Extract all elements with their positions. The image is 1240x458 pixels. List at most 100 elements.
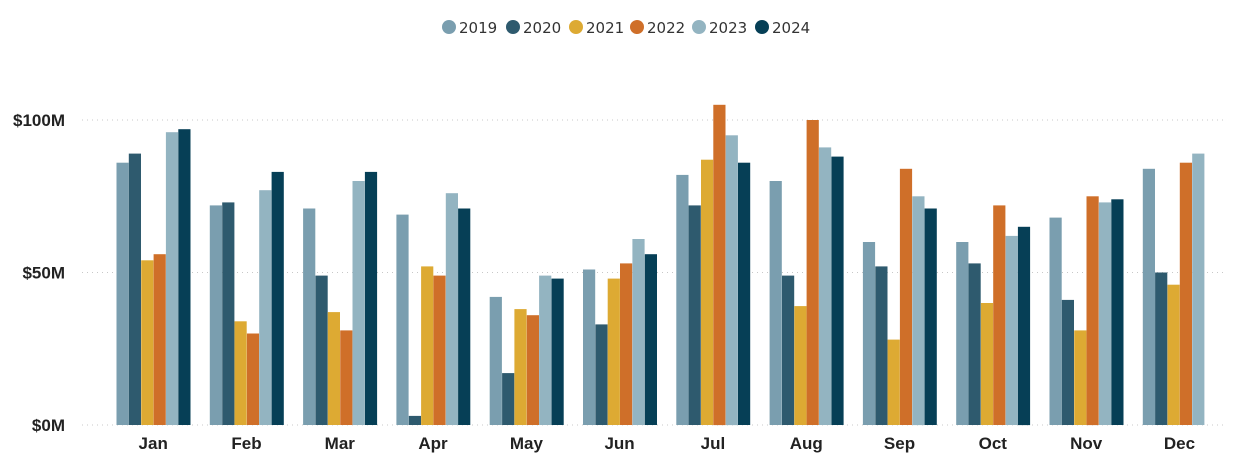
legend-label-2024[interactable]: 2024 bbox=[772, 19, 810, 37]
bar-may-2024[interactable] bbox=[551, 278, 564, 425]
bar-may-2023[interactable] bbox=[539, 275, 552, 425]
bar-apr-2024[interactable] bbox=[458, 208, 471, 426]
x-tick-label-oct: Oct bbox=[979, 434, 1008, 453]
bar-nov-2024[interactable] bbox=[1111, 199, 1124, 425]
x-tick-label-may: May bbox=[510, 434, 544, 453]
bar-may-2020[interactable] bbox=[502, 373, 515, 425]
x-tick-label-feb: Feb bbox=[231, 434, 261, 453]
x-tick-label-sep: Sep bbox=[884, 434, 915, 453]
bar-jun-2023[interactable] bbox=[632, 239, 645, 425]
bar-dec-2020[interactable] bbox=[1155, 272, 1168, 426]
bar-aug-2024[interactable] bbox=[831, 156, 844, 425]
bar-nov-2020[interactable] bbox=[1061, 299, 1074, 425]
bar-feb-2020[interactable] bbox=[222, 202, 235, 425]
bar-sep-2022[interactable] bbox=[899, 168, 913, 426]
x-tick-label-jul: Jul bbox=[701, 434, 726, 453]
bar-mar-2021[interactable] bbox=[327, 312, 340, 425]
bar-nov-2022[interactable] bbox=[1086, 196, 1099, 426]
bar-oct-2024[interactable] bbox=[1017, 226, 1031, 426]
bar-aug-2021[interactable] bbox=[794, 306, 807, 425]
legend-label-2021[interactable]: 2021 bbox=[586, 19, 624, 37]
bar-jan-2020[interactable] bbox=[128, 153, 141, 425]
bar-sep-2019[interactable] bbox=[862, 242, 876, 425]
bar-jun-2021[interactable] bbox=[607, 278, 620, 425]
bar-mar-2019[interactable] bbox=[303, 208, 316, 426]
bar-jan-2023[interactable] bbox=[165, 132, 179, 425]
bar-may-2021[interactable] bbox=[514, 309, 527, 425]
bar-oct-2022[interactable] bbox=[993, 205, 1006, 425]
bar-jan-2022[interactable] bbox=[153, 254, 166, 425]
bar-may-2019[interactable] bbox=[489, 296, 502, 425]
legend-marker-2023[interactable] bbox=[692, 20, 706, 34]
x-tick-label-aug: Aug bbox=[790, 434, 823, 453]
legend-marker-2020[interactable] bbox=[506, 20, 520, 34]
bar-mar-2022[interactable] bbox=[340, 330, 353, 425]
bar-mar-2020[interactable] bbox=[315, 275, 328, 425]
bar-feb-2022[interactable] bbox=[246, 333, 260, 426]
legend-label-2020[interactable]: 2020 bbox=[523, 19, 561, 37]
x-tick-label-nov: Nov bbox=[1070, 434, 1103, 453]
bar-sep-2020[interactable] bbox=[875, 266, 888, 425]
bar-jan-2021[interactable] bbox=[141, 260, 154, 425]
bar-jul-2022[interactable] bbox=[713, 104, 726, 426]
legend-marker-2021[interactable] bbox=[569, 20, 583, 34]
bar-apr-2021[interactable] bbox=[421, 266, 434, 425]
bar-sep-2023[interactable] bbox=[912, 196, 925, 426]
bar-apr-2022[interactable] bbox=[433, 275, 446, 425]
x-tick-label-apr: Apr bbox=[418, 434, 448, 453]
bar-jun-2020[interactable] bbox=[595, 324, 608, 425]
legend-marker-2019[interactable] bbox=[442, 20, 456, 34]
y-tick-label: $0M bbox=[32, 416, 65, 435]
bar-oct-2019[interactable] bbox=[956, 242, 969, 425]
legend-marker-2024[interactable] bbox=[755, 20, 769, 34]
bar-nov-2021[interactable] bbox=[1074, 330, 1087, 425]
bar-jun-2024[interactable] bbox=[644, 254, 657, 425]
bar-aug-2019[interactable] bbox=[769, 181, 782, 425]
bar-dec-2019[interactable] bbox=[1142, 168, 1155, 426]
x-tick-label-dec: Dec bbox=[1164, 434, 1195, 453]
bar-sep-2024[interactable] bbox=[924, 208, 937, 426]
bar-apr-2020[interactable] bbox=[408, 415, 421, 425]
y-axis: $0M $50M $100M bbox=[13, 111, 65, 435]
bar-jul-2020[interactable] bbox=[688, 205, 701, 425]
bar-feb-2021[interactable] bbox=[234, 321, 247, 425]
x-tick-label-mar: Mar bbox=[325, 434, 356, 453]
bar-nov-2019[interactable] bbox=[1049, 217, 1062, 425]
bar-jan-2019[interactable] bbox=[116, 162, 129, 425]
bar-dec-2022[interactable] bbox=[1179, 162, 1192, 425]
bar-mar-2024[interactable] bbox=[364, 171, 378, 425]
bar-feb-2019[interactable] bbox=[209, 205, 222, 425]
bar-jan-2024[interactable] bbox=[178, 129, 191, 425]
bar-nov-2023[interactable] bbox=[1098, 202, 1112, 425]
bar-mar-2023[interactable] bbox=[352, 181, 365, 425]
bar-jul-2021[interactable] bbox=[701, 159, 714, 425]
bar-dec-2021[interactable] bbox=[1167, 284, 1180, 425]
bar-aug-2020[interactable] bbox=[782, 275, 795, 425]
bar-feb-2023[interactable] bbox=[259, 190, 272, 425]
legend-label-2023[interactable]: 2023 bbox=[709, 19, 747, 37]
bar-oct-2023[interactable] bbox=[1005, 235, 1018, 425]
bar-oct-2020[interactable] bbox=[968, 263, 981, 425]
bar-dec-2023[interactable] bbox=[1192, 153, 1205, 425]
bar-apr-2023[interactable] bbox=[445, 193, 458, 425]
bar-jul-2024[interactable] bbox=[738, 162, 751, 425]
bar-aug-2022[interactable] bbox=[806, 120, 819, 425]
bar-sep-2021[interactable] bbox=[887, 339, 900, 425]
legend-marker-2022[interactable] bbox=[630, 20, 644, 34]
bar-feb-2024[interactable] bbox=[271, 171, 284, 425]
bar-jun-2019[interactable] bbox=[583, 269, 596, 426]
y-tick-label: $50M bbox=[22, 264, 65, 283]
bar-aug-2023[interactable] bbox=[819, 147, 832, 425]
bar-oct-2021[interactable] bbox=[980, 303, 994, 425]
bar-jul-2023[interactable] bbox=[725, 135, 738, 426]
bar-apr-2019[interactable] bbox=[396, 214, 409, 425]
bar-may-2022[interactable] bbox=[526, 315, 539, 425]
bar-jun-2022[interactable] bbox=[620, 263, 633, 425]
y-tick-label: $100M bbox=[13, 111, 65, 130]
legend-label-2022[interactable]: 2022 bbox=[647, 19, 685, 37]
legend: 2019 2020 2021 2022 2023 2024 bbox=[442, 19, 810, 37]
bar-jul-2019[interactable] bbox=[676, 174, 689, 425]
legend-label-2019[interactable]: 2019 bbox=[459, 19, 497, 37]
x-tick-label-jun: Jun bbox=[604, 434, 634, 453]
